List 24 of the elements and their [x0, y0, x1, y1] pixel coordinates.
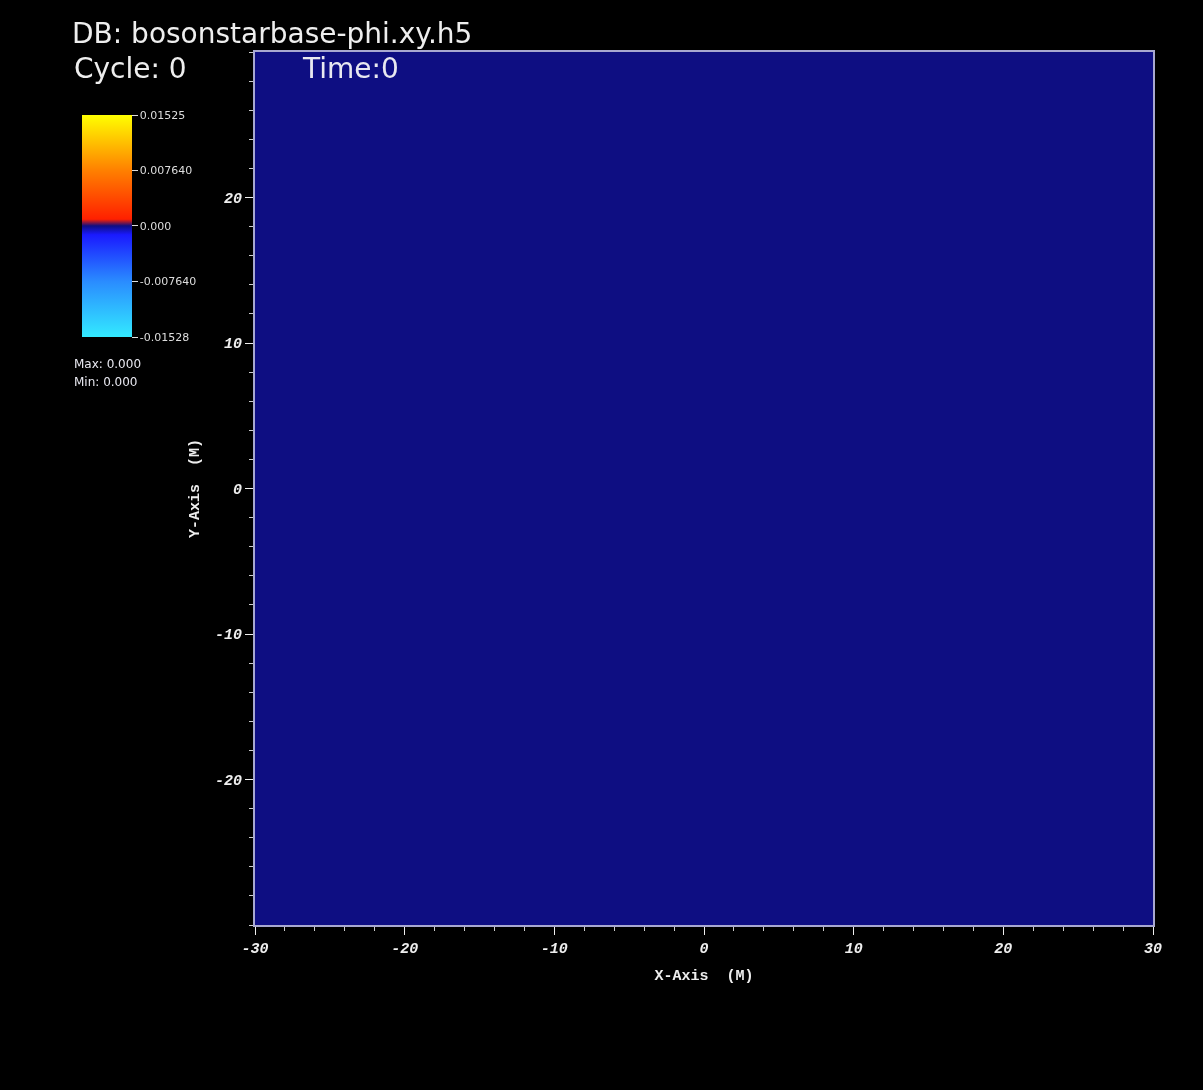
- y-tick-label: -10: [214, 627, 242, 645]
- y-tick-label: 0: [232, 481, 242, 499]
- text: Max: 0.000: [74, 357, 142, 371]
- color-bar-label: 0.007640: [139, 164, 193, 178]
- x-tick-label: 0: [699, 941, 709, 958]
- y-tick-label: 10: [223, 336, 242, 354]
- y-axis-title: Y-Axis (M): [186, 438, 204, 539]
- annotation: Time:0: [302, 52, 399, 85]
- x-tick-label: -10: [540, 941, 568, 958]
- y-tick-label: -20: [214, 772, 242, 790]
- color-bar-label: -0.01528: [139, 330, 190, 344]
- x-axis-title: X-Axis (M): [654, 967, 754, 985]
- color-bar-label: -0.007640: [139, 275, 197, 289]
- x-tick-label: -20: [391, 941, 419, 958]
- y-tick-label: 20: [223, 190, 242, 208]
- x-tick-label: 10: [844, 941, 863, 958]
- x-tick-label: -30: [241, 941, 269, 958]
- x-tick-label: 20: [994, 941, 1013, 958]
- text: Min: 0.000: [74, 375, 138, 389]
- chart-title: DB: bosonstarbase-phi.xy.h5: [72, 16, 473, 50]
- chart-subtitle: Cycle: 0: [74, 52, 187, 85]
- x-tick-label: 30: [1143, 941, 1163, 958]
- color-bar-label: 0.01525: [139, 108, 186, 122]
- color-bar-label: 0.000: [139, 219, 172, 233]
